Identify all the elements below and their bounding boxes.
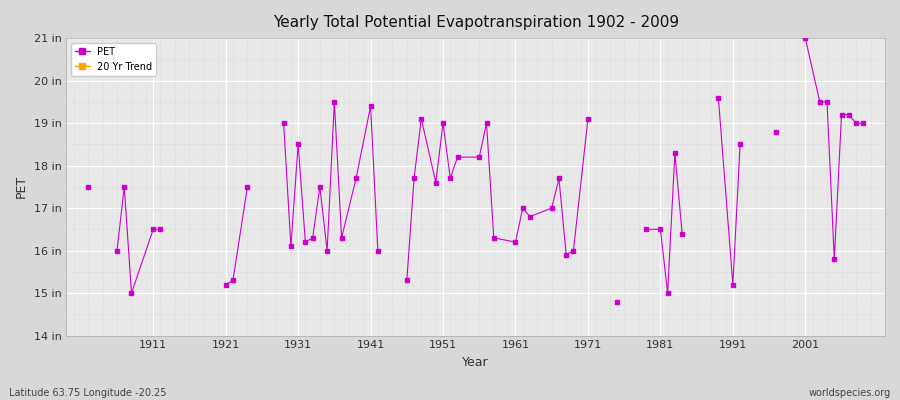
Text: worldspecies.org: worldspecies.org [809, 388, 891, 398]
Legend: PET, 20 Yr Trend: PET, 20 Yr Trend [71, 43, 157, 76]
Title: Yearly Total Potential Evapotranspiration 1902 - 2009: Yearly Total Potential Evapotranspiratio… [273, 15, 679, 30]
X-axis label: Year: Year [463, 356, 489, 369]
Y-axis label: PET: PET [15, 175, 28, 198]
Text: Latitude 63.75 Longitude -20.25: Latitude 63.75 Longitude -20.25 [9, 388, 166, 398]
